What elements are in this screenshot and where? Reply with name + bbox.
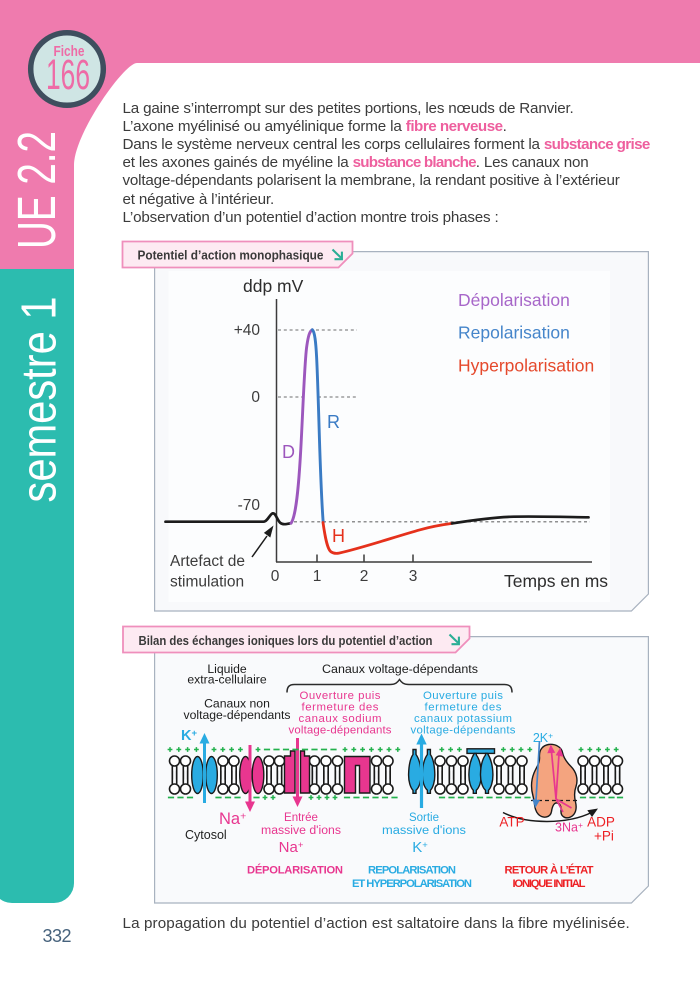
svg-text:stimulation: stimulation bbox=[170, 574, 244, 591]
svg-text:IONIQUE INITIAL: IONIQUE INITIAL bbox=[513, 878, 586, 890]
svg-text:2K+: 2K+ bbox=[533, 731, 553, 746]
svg-text:Na+: Na+ bbox=[279, 839, 304, 856]
svg-text:canaux sodium: canaux sodium bbox=[299, 713, 382, 725]
svg-text:UE 2.2: UE 2.2 bbox=[7, 131, 67, 249]
svg-text:Sortie: Sortie bbox=[409, 812, 439, 824]
svg-text:fermeture des: fermeture des bbox=[425, 702, 502, 714]
svg-text:canaux potassium: canaux potassium bbox=[414, 713, 512, 725]
svg-text:Ouverture puis: Ouverture puis bbox=[423, 690, 503, 702]
svg-text:fermeture des: fermeture des bbox=[302, 702, 379, 714]
svg-text:Canaux voltage-dépendants: Canaux voltage-dépendants bbox=[322, 662, 478, 676]
svg-text:voltage-dépendants: voltage-dépendants bbox=[289, 725, 392, 737]
svg-text:Dépolarisation: Dépolarisation bbox=[458, 290, 570, 310]
svg-text:ET HYPERPOLARISATION: ET HYPERPOLARISATION bbox=[352, 878, 472, 890]
svg-text:3: 3 bbox=[409, 568, 418, 585]
svg-text:massive d'ions: massive d'ions bbox=[261, 825, 341, 837]
svg-text:3Na+: 3Na+ bbox=[555, 820, 583, 835]
svg-text:Liquide: Liquide bbox=[207, 662, 247, 676]
svg-text:Hyperpolarisation: Hyperpolarisation bbox=[458, 356, 594, 376]
svg-text:Canaux non: Canaux non bbox=[204, 697, 270, 711]
svg-text:extra-cellulaire: extra-cellulaire bbox=[187, 673, 266, 687]
svg-text:Potentiel d’action monophasiqu: Potentiel d’action monophasique bbox=[138, 248, 324, 263]
svg-text:166: 166 bbox=[46, 51, 90, 99]
svg-text:Bilan des échanges ioniques lo: Bilan des échanges ioniques lors du pote… bbox=[139, 633, 433, 648]
svg-text:voltage-dépendants: voltage-dépendants bbox=[411, 725, 516, 737]
svg-text:0: 0 bbox=[251, 389, 260, 406]
svg-text:DÉPOLARISATION: DÉPOLARISATION bbox=[247, 864, 343, 877]
svg-text:semestre 1: semestre 1 bbox=[13, 297, 67, 503]
svg-text:ATP: ATP bbox=[499, 815, 524, 830]
svg-text:-70: -70 bbox=[238, 497, 261, 514]
svg-text:Cytosol: Cytosol bbox=[185, 828, 227, 842]
svg-text:massive d'ions: massive d'ions bbox=[382, 825, 466, 837]
svg-text:Na+: Na+ bbox=[219, 810, 246, 828]
svg-text:R: R bbox=[327, 412, 340, 432]
svg-text:voltage-dépendants: voltage-dépendants bbox=[184, 708, 291, 722]
svg-text:Entrée: Entrée bbox=[284, 812, 318, 824]
svg-text:Fiche: Fiche bbox=[54, 44, 85, 60]
svg-text:Temps en ms: Temps en ms bbox=[504, 571, 608, 591]
svg-text:ddp mV: ddp mV bbox=[243, 276, 304, 296]
svg-text:Repolarisation: Repolarisation bbox=[458, 323, 570, 343]
svg-text:1: 1 bbox=[313, 568, 322, 585]
svg-text:+Pi: +Pi bbox=[594, 829, 614, 844]
svg-text:H: H bbox=[332, 526, 345, 546]
svg-text:2: 2 bbox=[360, 568, 369, 585]
svg-text:D: D bbox=[282, 442, 295, 462]
svg-text:REPOLARISATION: REPOLARISATION bbox=[368, 865, 456, 877]
svg-text:Artefact de: Artefact de bbox=[170, 553, 245, 570]
svg-text:+40: +40 bbox=[234, 322, 261, 339]
svg-text:0: 0 bbox=[271, 568, 280, 585]
svg-text:RETOUR À L’ÉTAT: RETOUR À L’ÉTAT bbox=[505, 864, 594, 877]
svg-text:ADP: ADP bbox=[587, 815, 615, 830]
svg-text:Ouverture puis: Ouverture puis bbox=[300, 690, 381, 702]
